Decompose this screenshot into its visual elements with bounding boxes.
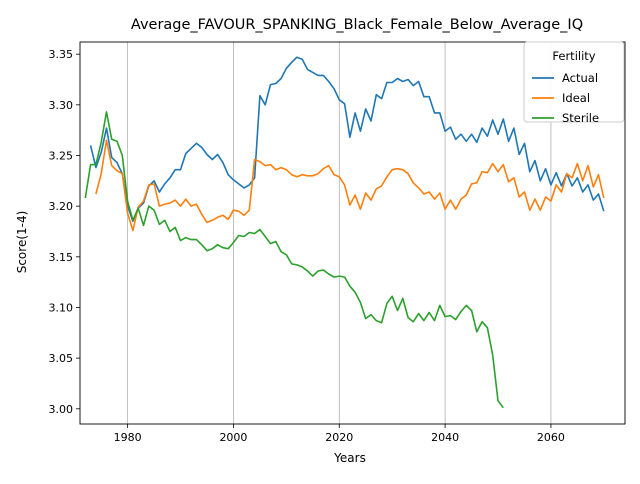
x-tick-label: 2060 bbox=[537, 431, 565, 444]
x-tick-label: 1980 bbox=[114, 431, 142, 444]
legend-label-ideal: Ideal bbox=[562, 91, 590, 105]
series-lines bbox=[84, 56, 605, 409]
x-tick-label: 2020 bbox=[325, 431, 353, 444]
x-axis-ticks: 1980 2000 2020 2040 2060 bbox=[114, 424, 565, 444]
y-axis-label: Score(1-4) bbox=[15, 211, 29, 274]
legend-title: Fertility bbox=[552, 49, 595, 63]
legend: Fertility Actual Ideal Sterile bbox=[523, 41, 625, 125]
legend-box bbox=[523, 41, 625, 123]
x-tick-label: 2040 bbox=[431, 431, 459, 444]
y-tick-label: 3.15 bbox=[49, 251, 74, 264]
x-axis-label: Years bbox=[333, 451, 366, 465]
grid-lines bbox=[127, 42, 552, 424]
legend-label-actual: Actual bbox=[562, 71, 598, 85]
y-tick-label: 3.00 bbox=[49, 403, 74, 416]
series-line-actual bbox=[89, 56, 605, 223]
series-line-ideal bbox=[95, 139, 605, 232]
chart-title: Average_FAVOUR_SPANKING_Black_Female_Bel… bbox=[131, 17, 583, 33]
y-tick-label: 3.25 bbox=[49, 149, 74, 162]
y-tick-label: 3.10 bbox=[49, 301, 74, 314]
y-axis-ticks: 3.00 3.05 3.10 3.15 3.20 3.25 3.30 3.35 bbox=[49, 48, 80, 416]
x-tick-label: 2000 bbox=[219, 431, 247, 444]
series-line-sterile bbox=[84, 111, 504, 409]
legend-items: Actual Ideal Sterile bbox=[532, 71, 599, 125]
y-tick-label: 3.30 bbox=[49, 99, 74, 112]
y-tick-label: 3.20 bbox=[49, 200, 74, 213]
legend-label-sterile: Sterile bbox=[562, 111, 599, 125]
y-tick-label: 3.05 bbox=[49, 352, 74, 365]
y-tick-label: 3.35 bbox=[49, 48, 74, 61]
plot-frame bbox=[79, 41, 626, 425]
